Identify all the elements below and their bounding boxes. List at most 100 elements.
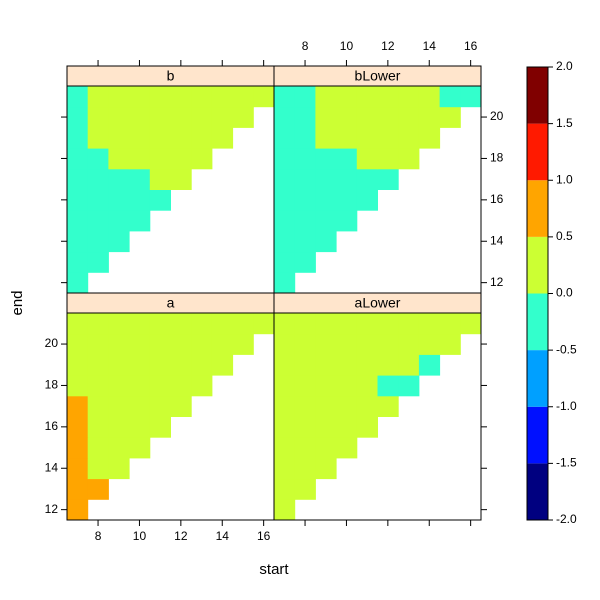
- cell: [149, 354, 171, 376]
- cell: [67, 127, 89, 149]
- x-axis-label: start: [259, 561, 289, 578]
- cell: [398, 148, 420, 170]
- cell: [315, 230, 337, 253]
- cell: [398, 375, 420, 397]
- cell: [377, 168, 399, 190]
- cell: [191, 148, 213, 170]
- cell: [108, 395, 130, 417]
- cell: [294, 168, 316, 190]
- cell: [191, 313, 213, 335]
- cell: [274, 272, 296, 294]
- cell: [315, 416, 337, 438]
- cell: [377, 86, 399, 108]
- cell: [129, 189, 151, 211]
- cell: [87, 148, 109, 170]
- cell: [87, 106, 109, 128]
- cell: [129, 168, 151, 190]
- colorkey-segment: [527, 293, 548, 351]
- cell: [170, 106, 192, 128]
- cell: [67, 148, 89, 170]
- cell: [294, 437, 316, 459]
- cell: [336, 354, 358, 376]
- cell: [274, 375, 296, 397]
- cell: [191, 375, 213, 397]
- cell: [377, 395, 399, 417]
- x-tick-label: 12: [381, 39, 395, 53]
- cell: [336, 210, 358, 232]
- cell: [129, 395, 151, 417]
- cell: [87, 457, 109, 480]
- colorkey-tick-label: -1.0: [556, 399, 577, 413]
- cell: [336, 168, 358, 190]
- cell: [418, 86, 441, 108]
- cell: [129, 437, 151, 459]
- cell: [129, 354, 151, 376]
- cell: [294, 313, 316, 335]
- cell: [67, 313, 89, 335]
- colorkey-tick-label: 1.0: [556, 172, 573, 186]
- cell: [170, 395, 192, 417]
- cell: [274, 86, 296, 108]
- cell: [356, 127, 378, 149]
- cell: [336, 437, 358, 459]
- cell: [129, 106, 151, 128]
- cell: [170, 148, 192, 170]
- cell: [274, 416, 296, 438]
- cell: [191, 86, 213, 108]
- cell: [315, 106, 337, 128]
- cell: [129, 416, 151, 438]
- y-tick-label: 16: [490, 192, 504, 206]
- cell: [87, 168, 109, 190]
- cell: [356, 416, 378, 438]
- colorkey-segment: [527, 123, 548, 181]
- cell: [336, 333, 358, 355]
- cell: [418, 313, 441, 335]
- cell: [211, 333, 234, 355]
- cell: [67, 478, 89, 500]
- cell: [149, 395, 171, 417]
- cell: [149, 189, 171, 211]
- cell: [274, 210, 296, 232]
- cell: [108, 230, 130, 253]
- cell: [129, 375, 151, 397]
- cell: [170, 375, 192, 397]
- cell: [315, 375, 337, 397]
- cell: [274, 437, 296, 459]
- panel-border: [273, 312, 482, 521]
- cell: [108, 210, 130, 232]
- cell: [274, 106, 296, 128]
- y-tick-label: 20: [490, 109, 504, 123]
- cell: [356, 395, 378, 417]
- cell: [67, 354, 89, 376]
- cell: [253, 313, 275, 335]
- x-tick-label: 8: [95, 529, 102, 543]
- cell: [356, 354, 378, 376]
- x-tick-label: 16: [464, 39, 478, 53]
- cell: [336, 189, 358, 211]
- cell: [439, 333, 461, 355]
- cell: [191, 106, 213, 128]
- cell: [274, 478, 296, 500]
- cell: [149, 416, 171, 438]
- colorkey-tick-label: 0.0: [556, 286, 573, 300]
- cell: [149, 127, 171, 149]
- y-tick-label: 16: [45, 419, 59, 433]
- cell: [460, 86, 482, 108]
- cell: [439, 106, 461, 128]
- colorkey-segment: [527, 180, 548, 237]
- colorkey-segment: [527, 67, 548, 124]
- cell: [336, 375, 358, 397]
- x-tick-label: 10: [133, 529, 147, 543]
- cell: [87, 86, 109, 108]
- x-tick-label: 10: [340, 39, 354, 53]
- cell: [356, 148, 378, 170]
- cell: [87, 313, 109, 335]
- cell: [294, 395, 316, 417]
- strip-label: bLower: [355, 68, 401, 84]
- cell: [294, 478, 316, 500]
- cell: [274, 127, 296, 149]
- cell: [87, 189, 109, 211]
- colorkey-tick-label: 1.5: [556, 116, 573, 130]
- cell: [398, 354, 420, 376]
- cell: [377, 127, 399, 149]
